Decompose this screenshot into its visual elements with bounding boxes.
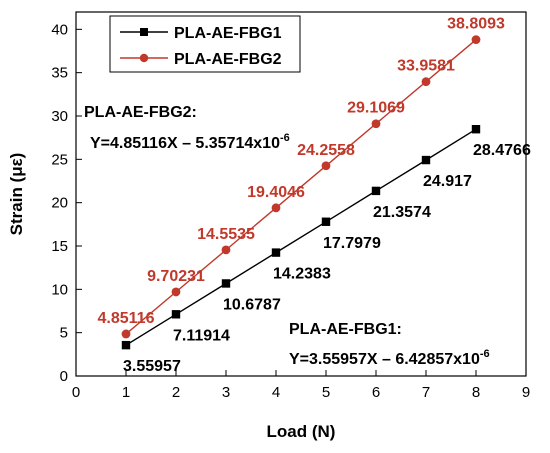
data-point-fbg1 [371,186,381,196]
y-tick-label: 10 [51,281,68,298]
axis-ticks: 0 1 2 3 4 5 6 7 8 9 0 5 10 15 20 25 30 35 40 [51,21,530,401]
x-axis-title: Load (N) [267,422,336,441]
legend-box [109,15,301,73]
y-tick-label: 40 [51,21,68,38]
series-line-1 [125,128,477,346]
legend: PLA-AE-FBG1 PLA-AE-FBG2 [109,15,301,73]
x-tick-label: 6 [372,384,380,401]
fbg1-fit-equation-exponent: -6 [480,348,490,360]
x-tick-label: 5 [322,384,330,401]
x-tick-label: 2 [172,384,180,401]
data-point-fbg1 [271,248,281,257]
data-label-fbg1: 21.3574 [373,204,431,221]
data-label-fbg2: 33.9581 [397,58,455,75]
x-tick-label: 8 [472,384,480,401]
data-point-fbg2 [421,77,431,87]
fbg2-fit-equation-main: Y=4.85116X – 5.35714x10 [90,135,280,152]
data-point-fbg1 [421,155,431,165]
fbg1-fit-name: PLA-AE-FBG1: [289,321,402,338]
data-label-fbg2: 9.70231 [147,268,205,285]
data-label-fbg2: 19.4046 [247,184,305,201]
fbg1-fit-equation-main: Y=3.55957X – 6.42857x10 [289,351,480,368]
data-point-fbg2 [221,245,231,255]
y-tick-label: 0 [60,368,68,385]
y-tick-label: 5 [60,325,68,342]
series-line-2 [125,39,477,335]
data-point-fbg1 [121,340,131,350]
y-tick-label: 15 [51,238,68,255]
y-tick-label: 35 [51,65,68,82]
data-point-fbg1 [471,125,481,134]
data-point-fbg2 [471,35,481,45]
data-label-fbg1: 28.4766 [473,142,531,159]
legend-marker-fbg2 [139,53,149,63]
data-label-fbg1: 17.7979 [323,235,381,252]
data-point-fbg2 [171,287,181,297]
y-tick-label: 30 [51,108,68,125]
data-point-fbg2 [321,161,331,171]
data-label-fbg1: 14.2383 [273,266,331,283]
x-tick-label: 0 [72,384,80,401]
data-label-fbg2: 14.5535 [197,226,255,243]
data-label-fbg2: 4.85116 [98,310,155,327]
data-point-fbg1 [321,217,331,226]
y-tick-label: 25 [51,151,68,168]
x-tick-label: 3 [222,384,230,401]
data-point-fbg2 [371,119,381,129]
data-point-fbg2 [121,329,131,339]
x-tick-label: 4 [272,384,280,401]
data-label-fbg1: 10.6787 [223,296,281,313]
data-label-fbg2: 24.2558 [297,142,355,159]
series-lines [125,39,477,346]
data-label-fbg1: 7.11914 [173,327,230,344]
plot-frame [75,11,527,377]
data-label-fbg2: 29.1069 [347,100,405,117]
fbg2-fit-name: PLA-AE-FBG2: [84,104,197,121]
data-label-fbg2: 38.8093 [447,16,505,33]
y-tick-label: 20 [51,195,68,212]
x-tick-label: 9 [522,384,530,401]
x-tick-label: 1 [122,384,130,401]
legend-label-fbg1: PLA-AE-FBG1 [174,25,282,42]
legend-label-fbg2: PLA-AE-FBG2 [174,51,282,68]
data-point-fbg1 [221,279,231,288]
fbg2-fit-equation-exponent: -6 [280,132,290,144]
y-axis-title: Strain (με) [7,153,26,236]
data-label-fbg1: 24.917 [423,173,472,190]
data-point-fbg1 [171,310,181,319]
series-markers [121,35,481,350]
data-point-fbg2 [271,203,281,213]
fbg1-fit-equation: Y=3.55957X – 6.42857x10-6 [289,348,490,368]
data-labels: 3.55957 7.11914 10.6787 14.2383 17.7979 21.35… [98,16,531,375]
legend-marker-fbg1 [140,28,148,36]
fbg2-fit-equation: Y=4.85116X – 5.35714x10-6 [90,132,290,152]
x-tick-label: 7 [422,384,430,401]
data-label-fbg1: 3.55957 [123,358,181,375]
